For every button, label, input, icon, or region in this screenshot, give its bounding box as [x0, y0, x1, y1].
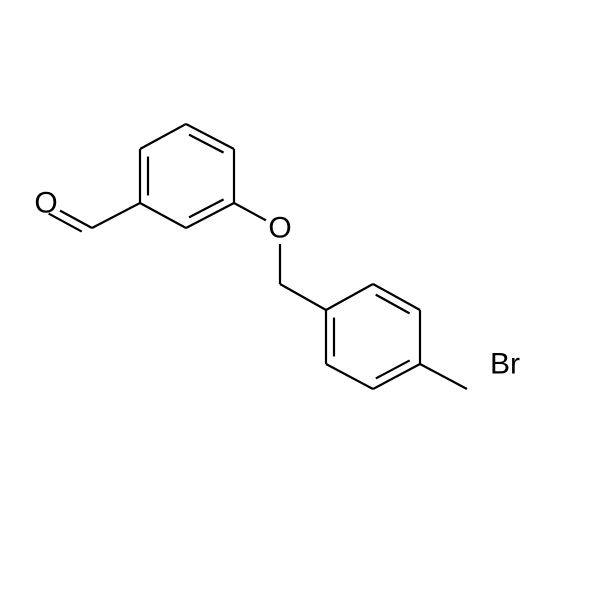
atom-label-o: O — [268, 212, 291, 245]
bond-line — [234, 203, 266, 220]
bond-line — [376, 360, 410, 378]
bond-line — [140, 124, 186, 149]
bond-line — [140, 203, 186, 228]
bond-line — [376, 295, 410, 314]
bond-line — [60, 211, 92, 228]
atom-label-br: Br — [490, 348, 520, 381]
molecule-diagram: O O Br — [0, 0, 600, 600]
bond-line — [92, 203, 140, 228]
bond-line — [420, 364, 467, 389]
bond-line — [189, 135, 224, 153]
bond-line — [326, 284, 373, 310]
bond-line — [326, 364, 373, 389]
bond-line — [189, 199, 224, 217]
atom-label-o: O — [34, 187, 57, 220]
bond-line — [280, 284, 326, 310]
